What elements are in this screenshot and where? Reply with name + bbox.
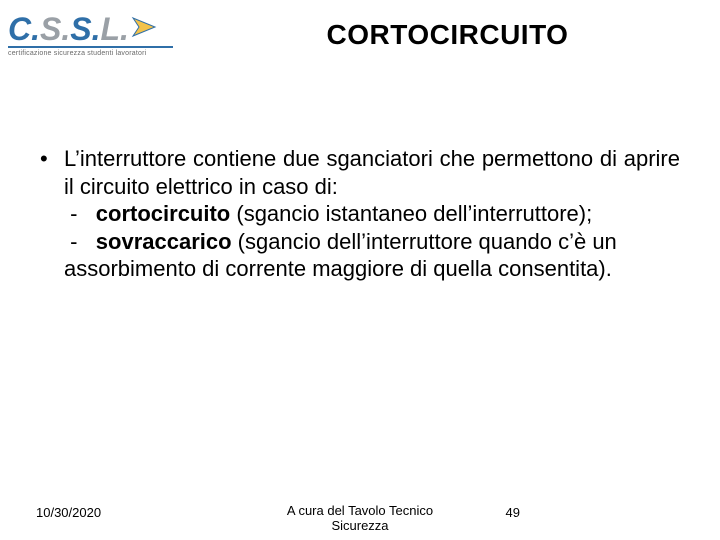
footer-center-line2: Sicurezza [331, 518, 388, 533]
logo-top-row: C.S.S.L. [8, 13, 175, 45]
footer-page-number: 49 [506, 505, 520, 520]
slide-header: C.S.S.L. certificazione sicurezza studen… [0, 0, 720, 70]
slide-title: CORTOCIRCUITO [175, 19, 720, 51]
term-1: cortocircuito [96, 201, 230, 226]
term-2: sovraccarico [96, 229, 232, 254]
rest-1: (sgancio istantaneo dell’interruttore); [230, 201, 592, 226]
sub-item-2: - sovraccarico (sgancio dell’interruttor… [64, 228, 680, 283]
footer-date: 10/30/2020 [36, 505, 101, 520]
slide-body: • L’interruttore contiene due sganciator… [40, 145, 680, 283]
bullet-marker: • [40, 145, 64, 283]
lead-text: L’interruttore contiene due sganciatori … [64, 145, 680, 200]
footer-center-line1: A cura del Tavolo Tecnico [287, 503, 433, 518]
footer-center: A cura del Tavolo Tecnico Sicurezza [0, 504, 720, 534]
slide: C.S.S.L. certificazione sicurezza studen… [0, 0, 720, 540]
logo: C.S.S.L. certificazione sicurezza studen… [0, 5, 175, 65]
logo-rule [8, 46, 173, 48]
title-wrap: CORTOCIRCUITO [175, 19, 720, 51]
logo-text: C.S.S.L. [8, 13, 129, 45]
logo-arrow-icon [131, 14, 159, 45]
slide-footer: 10/30/2020 A cura del Tavolo Tecnico Sic… [0, 504, 720, 534]
bullet-row: • L’interruttore contiene due sganciator… [40, 145, 680, 283]
logo-subtitle: certificazione sicurezza studenti lavora… [8, 50, 175, 57]
bullet-text: L’interruttore contiene due sganciatori … [64, 145, 680, 283]
sub-item-1: - cortocircuito (sgancio istantaneo dell… [64, 200, 680, 228]
